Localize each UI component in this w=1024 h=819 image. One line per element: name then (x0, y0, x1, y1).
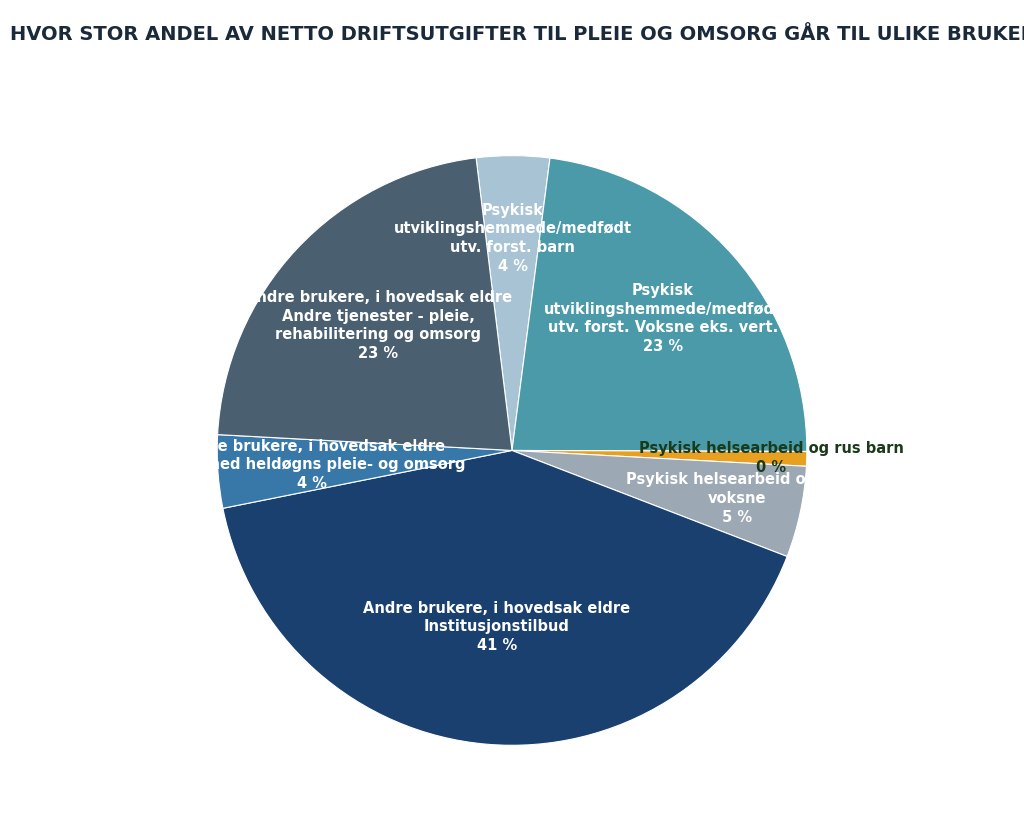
Text: Psykisk helsearbeid og rus barn
0 %: Psykisk helsearbeid og rus barn 0 % (639, 441, 904, 475)
Wedge shape (512, 450, 807, 556)
Text: Psykisk
utviklingshemmede/medfødt
utv. forst. barn
4 %: Psykisk utviklingshemmede/medfødt utv. f… (393, 203, 632, 274)
Wedge shape (512, 158, 807, 451)
Text: Andre brukere, i hovedsak eldre
Andre tjenester - pleie,
rehabilitering og omsor: Andre brukere, i hovedsak eldre Andre tj… (245, 290, 512, 361)
Wedge shape (476, 156, 550, 450)
Wedge shape (512, 450, 807, 466)
Text: Andre brukere, i hovedsak eldre
Bolig med heldøgns pleie- og omsorg
4 %: Andre brukere, i hovedsak eldre Bolig me… (159, 439, 466, 491)
Text: Psykisk helsearbeid og rus
voksne
5 %: Psykisk helsearbeid og rus voksne 5 % (626, 473, 848, 525)
Text: HVOR STOR ANDEL AV NETTO DRIFTSUTGIFTER TIL PLEIE OG OMSORG GÅR TIL ULIKE BRUKER: HVOR STOR ANDEL AV NETTO DRIFTSUTGIFTER … (10, 25, 1024, 43)
Wedge shape (217, 435, 512, 509)
Text: Andre brukere, i hovedsak eldre
Institusjonstilbud
41 %: Andre brukere, i hovedsak eldre Institus… (364, 600, 631, 653)
Text: Psykisk
utviklingshemmede/medfødt
utv. forst. Voksne eks. vert.
23 %: Psykisk utviklingshemmede/medfødt utv. f… (544, 283, 782, 354)
Wedge shape (223, 450, 787, 745)
Wedge shape (217, 158, 512, 450)
